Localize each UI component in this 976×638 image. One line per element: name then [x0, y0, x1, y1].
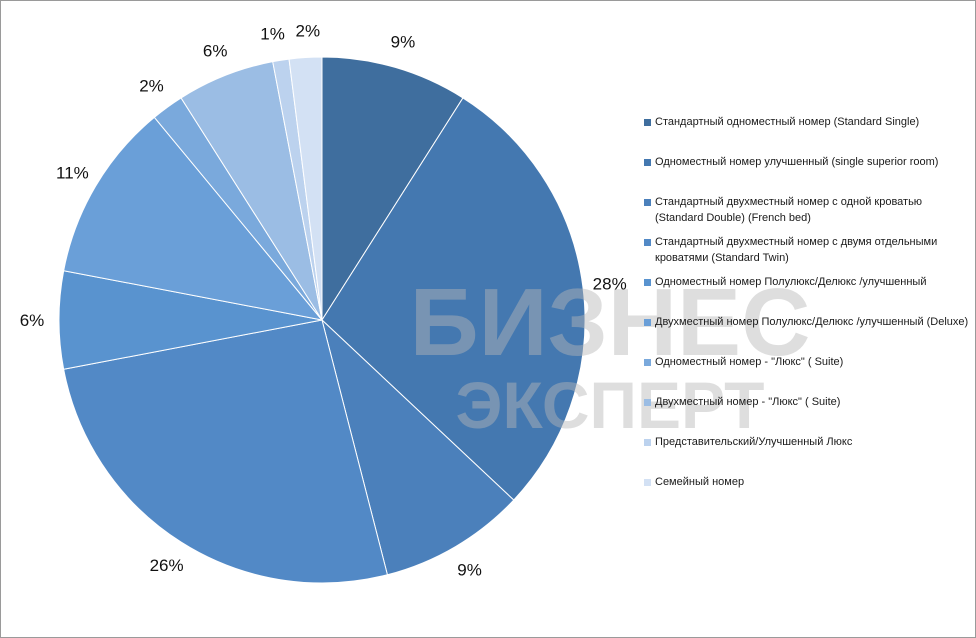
legend-item: Одноместный номер улучшенный (single sup…	[644, 154, 971, 170]
legend-item: Одноместный номер Полулюкс/Делюкс /улучш…	[644, 274, 971, 290]
data-label: 1%	[260, 25, 285, 44]
data-label: 9%	[391, 33, 416, 52]
legend-label: Двухместный номер - "Люкс" ( Suite)	[655, 396, 841, 408]
pie-slice	[288, 56, 323, 321]
legend-swatch	[644, 319, 651, 326]
watermark-line2: ЭКСПЕРТ	[456, 368, 765, 442]
pie-slices	[58, 56, 586, 584]
watermark: БИЗНЕС ЭКСПЕРТ	[410, 269, 811, 442]
data-label: 6%	[20, 311, 45, 330]
data-label: 6%	[203, 41, 228, 60]
data-label: 28%	[593, 275, 627, 294]
data-label: 9%	[457, 561, 482, 580]
legend-item: Стандартный одноместный номер (Standard …	[644, 114, 971, 130]
legend-swatch	[644, 399, 651, 406]
legend-item: Двухместный номер Полулюкс/Делюкс /улучш…	[644, 314, 971, 330]
pie-slice	[63, 116, 324, 321]
legend-swatch	[644, 479, 651, 486]
pie-slice	[321, 97, 586, 501]
legend-item: Семейный номер	[644, 474, 971, 490]
legend-label: Семейный номер	[655, 476, 745, 488]
legend-swatch	[644, 159, 651, 166]
data-label: 26%	[150, 556, 184, 575]
legend-swatch	[644, 279, 651, 286]
legend-label: Одноместный номер улучшенный (single sup…	[655, 156, 939, 168]
legend-item: Двухместный номер - "Люкс" ( Suite)	[644, 394, 971, 410]
legend-label: Одноместный номер Полулюкс/Делюкс /улучш…	[655, 276, 927, 288]
data-label: 11%	[56, 163, 89, 182]
legend-item: Стандартный двухместный номер с одной кр…	[644, 194, 971, 226]
legend-item: Одноместный номер - "Люкс" ( Suite)	[644, 354, 971, 370]
legend-swatch	[644, 199, 651, 206]
legend-label: Одноместный номер - "Люкс" ( Suite)	[655, 356, 844, 368]
legend-label: Представительский/Улучшенный Люкс	[655, 436, 853, 448]
legend-swatch	[644, 359, 651, 366]
pie-slice	[321, 56, 464, 322]
legend-item: Стандартный двухместный номер с двумя от…	[644, 234, 971, 266]
pie-slice	[63, 319, 389, 584]
legend-label: Двухместный номер Полулюкс/Делюкс /улучш…	[655, 316, 969, 328]
data-label: 2%	[139, 76, 164, 95]
pie-slice	[321, 318, 515, 576]
legend-label: Стандартный одноместный номер (Standard …	[655, 116, 920, 128]
legend-item: Представительский/Улучшенный Люкс	[644, 434, 971, 450]
legend-swatch	[644, 439, 651, 446]
legend-label: Стандартный двухместный номер с одной кр…	[655, 196, 923, 224]
legend-label: Стандартный двухместный номер с двумя от…	[655, 236, 938, 264]
legend-swatch	[644, 239, 651, 246]
pie-data-labels: 9% 28% 9% 26% 6% 11% 2% 6% 1% 2%	[20, 22, 627, 580]
watermark-line1: БИЗНЕС	[410, 269, 811, 376]
data-label: 2%	[296, 22, 321, 41]
legend-swatch	[644, 119, 651, 126]
